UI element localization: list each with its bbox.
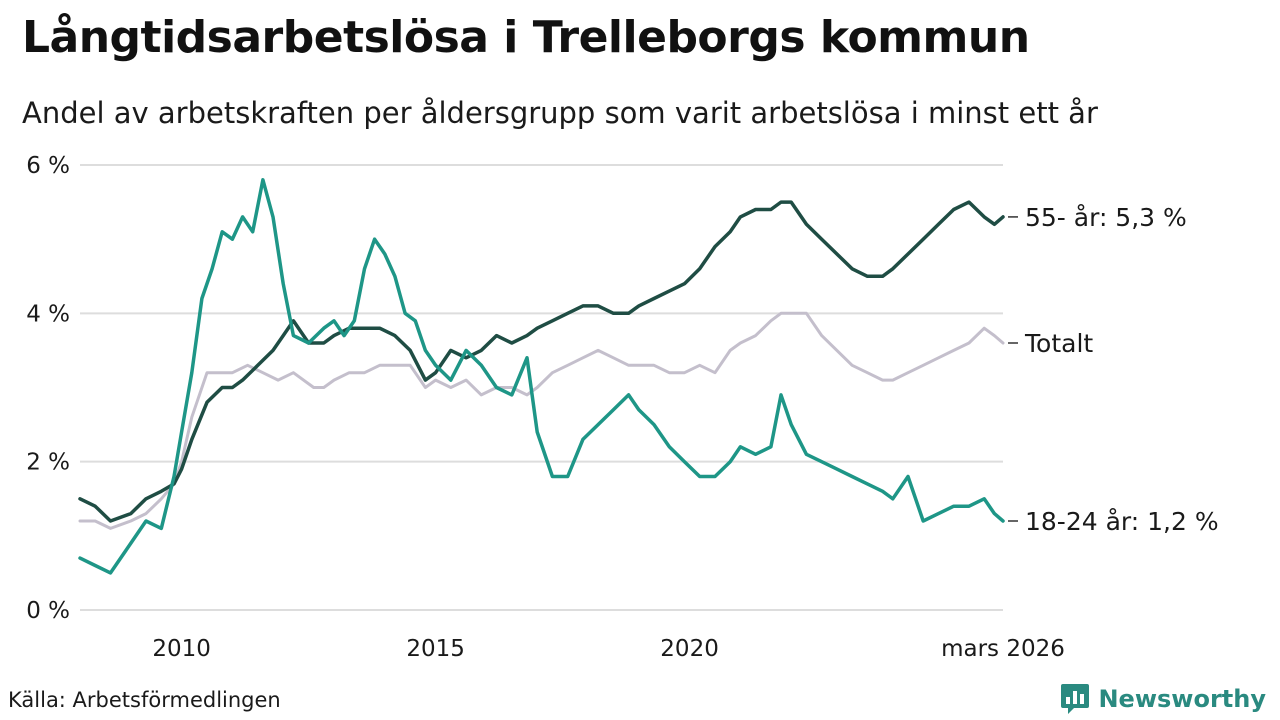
series-line-1 xyxy=(78,200,1005,523)
series-end-label: Totalt xyxy=(1024,329,1093,358)
chart-title: Långtidsarbetslösa i Trelleborgs kommun xyxy=(22,12,1030,63)
y-tick-label: 0 % xyxy=(26,598,70,624)
x-tick-label: 2015 xyxy=(406,636,465,662)
chart-subtitle: Andel av arbetskraften per åldersgrupp s… xyxy=(22,96,1098,130)
y-axis-ticks: 0 % 2 % 4 % 6 % xyxy=(26,153,70,624)
y-tick-label: 4 % xyxy=(26,301,70,327)
series-end-labels: Totalt 55- år: 5,3 % 18-24 år: 1,2 % xyxy=(1008,203,1219,536)
gridlines xyxy=(80,164,1003,611)
series-lines xyxy=(78,178,1005,575)
brand-name: Newsworthy xyxy=(1098,685,1266,713)
x-tick-label: 2020 xyxy=(660,636,719,662)
series-line-2 xyxy=(78,178,1005,575)
series-line-0 xyxy=(78,311,1005,530)
x-tick-label: mars 2026 xyxy=(941,636,1065,662)
x-axis-ticks: 2010 2015 2020 mars 2026 xyxy=(152,636,1065,662)
y-tick-label: 6 % xyxy=(26,153,70,179)
x-tick-label: 2010 xyxy=(152,636,211,662)
source-note: Källa: Arbetsförmedlingen xyxy=(8,688,281,712)
bar-chart-bubble-icon xyxy=(1061,684,1090,714)
series-end-label: 18-24 år: 1,2 % xyxy=(1025,507,1219,536)
series-end-label: 55- år: 5,3 % xyxy=(1025,203,1187,232)
brand-logo: Newsworthy xyxy=(1060,682,1266,716)
y-tick-label: 2 % xyxy=(26,450,70,476)
